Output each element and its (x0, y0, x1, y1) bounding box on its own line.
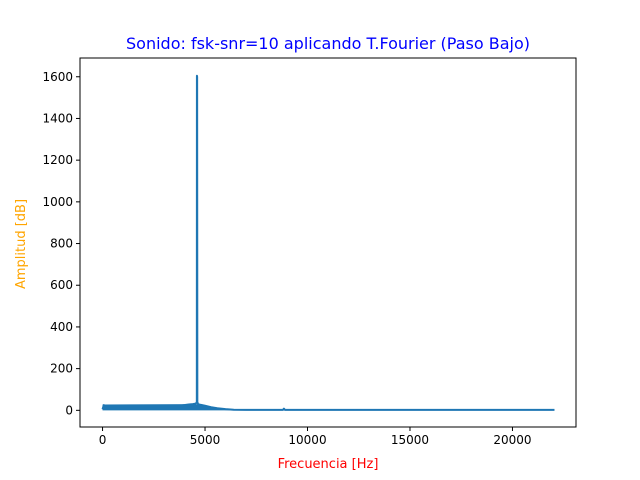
x-axis-label: Frecuencia [Hz] (278, 457, 379, 472)
x-tick-label-20000: 20000 (493, 433, 531, 447)
x-tick-label-15000: 15000 (391, 433, 429, 447)
y-tick-label-0: 0 (65, 403, 73, 417)
x-tick-label-10000: 10000 (288, 433, 326, 447)
y-tick-label-1000: 1000 (42, 195, 73, 209)
series-noise-band (102, 404, 555, 411)
y-tick-label-1200: 1200 (42, 153, 73, 167)
y-tick-label-1600: 1600 (42, 70, 73, 84)
y-tick-label-800: 800 (50, 237, 73, 251)
y-tick-label-200: 200 (50, 362, 73, 376)
x-tick-label-5000: 5000 (190, 433, 221, 447)
plot-area: 0 5000 10000 15000 20000 0 200 400 600 800 1000 120… (42, 57, 577, 447)
y-tick-label-1400: 1400 (42, 111, 73, 125)
y-axis-label: Amplitud [dB] (14, 199, 29, 289)
chart-title: Sonido: fsk-snr=10 aplicando T.Fourier (… (126, 34, 530, 53)
y-tick-label-600: 600 (50, 278, 73, 292)
axes-frame (79, 57, 577, 428)
x-tick-label-0: 0 (99, 433, 107, 447)
y-tick-label-400: 400 (50, 320, 73, 334)
